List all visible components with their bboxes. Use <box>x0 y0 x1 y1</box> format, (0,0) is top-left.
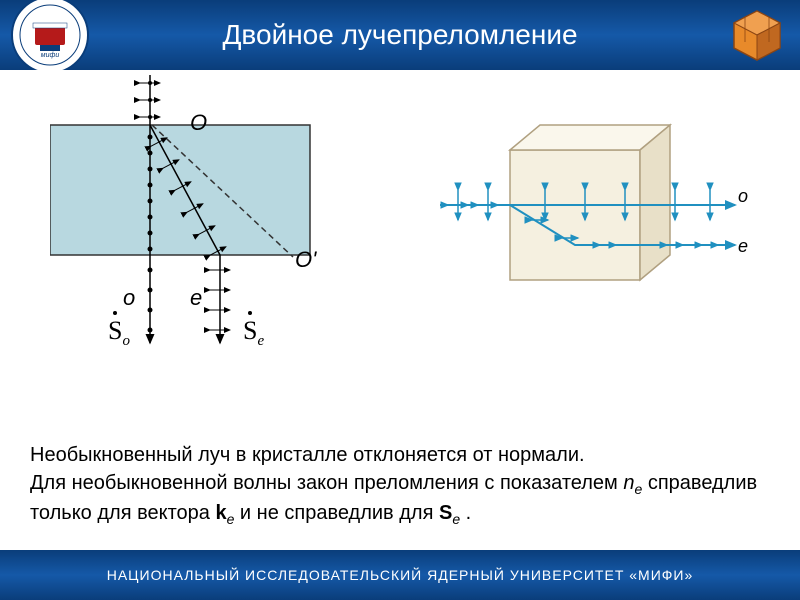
body-ke: k <box>215 502 226 524</box>
svg-text:мифи: мифи <box>41 52 60 59</box>
e-ray-s-label: Se <box>243 316 264 349</box>
axis-label-Oprime: O' <box>295 247 317 272</box>
body-ne: ne <box>623 472 642 494</box>
slide-title: Двойное лучепреломление <box>222 19 577 51</box>
o-label-3d: o <box>738 186 748 206</box>
footer-text: НАЦИОНАЛЬНЫЙ ИССЛЕДОВАТЕЛЬСКИЙ ЯДЕРНЫЙ У… <box>107 567 694 583</box>
birefringence-2d-diagram: O O' <box>50 75 330 380</box>
body-Se: S <box>439 502 452 524</box>
crystal-cube <box>510 125 670 280</box>
e-label-3d: e <box>738 236 748 256</box>
cube-logo-icon <box>730 8 785 63</box>
axis-label-O: O <box>190 110 207 135</box>
slide-content: O O' <box>0 70 800 550</box>
body-line2g: . <box>460 502 471 524</box>
body-line2a: Для необыкновенной волны закон преломлен… <box>30 472 618 494</box>
birefringence-3d-diagram: o e <box>440 110 750 325</box>
slide-footer: НАЦИОНАЛЬНЫЙ ИССЛЕДОВАТЕЛЬСКИЙ ЯДЕРНЫЙ У… <box>0 550 800 600</box>
e-ray-label: e <box>190 285 202 310</box>
university-seal-logo: мифи <box>10 0 90 75</box>
body-text: Необыкновенный луч в кристалле отклоняет… <box>30 441 770 530</box>
body-line2e: и не справедлив для <box>234 502 439 524</box>
o-ray-label: o <box>123 285 135 310</box>
body-line1: Необыкновенный луч в кристалле отклоняет… <box>30 444 585 466</box>
slide-header: мифи Двойное лучепреломление <box>0 0 800 70</box>
o-ray-s-label: So <box>108 316 130 349</box>
